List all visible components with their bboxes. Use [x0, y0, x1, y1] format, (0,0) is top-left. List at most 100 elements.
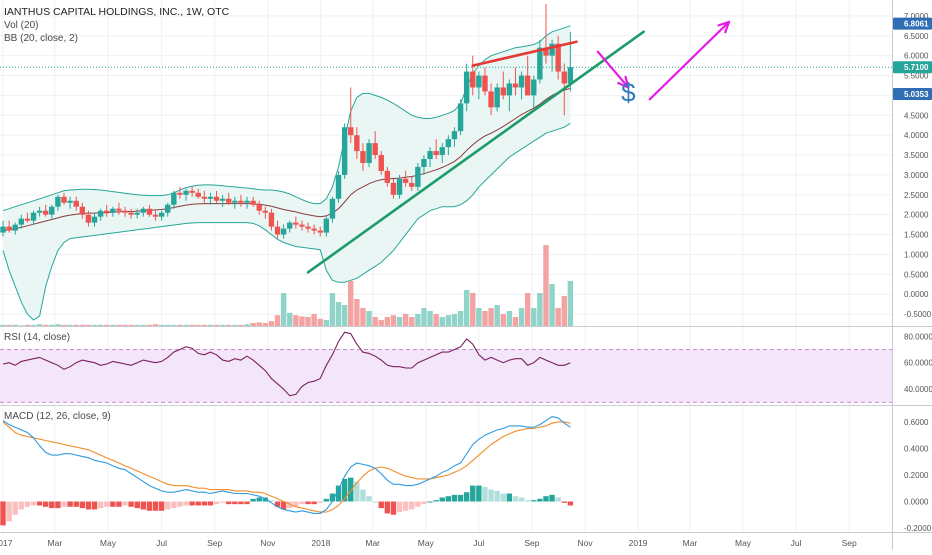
candle: [146, 204, 153, 217]
volume-bar: [421, 308, 427, 326]
candle: [348, 87, 354, 144]
price-tick-label: 1.5000: [904, 231, 929, 240]
candle-body: [140, 208, 147, 213]
macd-axis: 0.6000 0.4000 0.2000 0.0000 -0.2000: [904, 418, 932, 533]
macd-histogram-bar: [79, 501, 86, 509]
volume-bar: [49, 324, 55, 326]
volume-bar: [207, 324, 214, 326]
bollinger-basis-line: [2, 87, 571, 232]
candle-body: [256, 204, 262, 211]
candle-body: [311, 228, 317, 231]
macd-histogram-bar: [49, 501, 55, 509]
candle-body: [12, 224, 18, 231]
price-tick-label: 6.5000: [904, 32, 929, 41]
macd-histogram-bar: [378, 501, 384, 509]
macd-histogram-bar: [427, 501, 433, 503]
volume-bar: [91, 324, 98, 326]
volume-bar: [409, 317, 415, 326]
volume-bar: [262, 323, 269, 326]
macd-histogram-bar: [274, 501, 281, 507]
macd-histogram-bar: [396, 501, 403, 513]
candle: [189, 186, 195, 197]
candle-body: [445, 139, 452, 148]
candle-body: [506, 83, 513, 96]
candle-body: [433, 151, 439, 156]
candle-body: [30, 212, 37, 221]
candle: [531, 75, 537, 108]
price-tick-label: 1.0000: [904, 250, 929, 259]
candle: [104, 204, 110, 217]
macd-histogram-bar: [561, 501, 567, 503]
macd-histogram-bar: [360, 489, 366, 502]
volume-bar: [537, 293, 543, 326]
macd-histogram-bar: [280, 501, 287, 510]
candle-body: [567, 67, 574, 84]
candle: [360, 143, 366, 171]
volume-bar: [402, 314, 409, 326]
candle: [555, 35, 561, 80]
candle: [396, 174, 403, 199]
price-badge-label: 5.7100: [904, 63, 929, 72]
candle: [73, 196, 79, 211]
volume-bar: [500, 314, 506, 326]
volume-bar: [12, 324, 18, 326]
volume-bar: [555, 308, 561, 326]
price-tick-label: 7.0000: [904, 12, 929, 21]
macd-histogram-bar: [36, 501, 43, 506]
price-tick-label: 4.0000: [904, 131, 929, 140]
macd-histogram-bar: [299, 501, 305, 505]
pullback-arrow: [596, 50, 630, 89]
volume-bar: [140, 324, 147, 326]
macd-histogram-bar: [341, 478, 348, 502]
candle-body: [152, 214, 159, 217]
bollinger-lower-band: [2, 122, 571, 321]
volume-bar: [354, 299, 360, 326]
macd-histogram-bar: [402, 501, 409, 511]
time-tick-label: 2018: [311, 538, 330, 548]
candle: [445, 135, 452, 156]
volume-bar: [55, 324, 61, 326]
macd-histogram-bar: [73, 501, 79, 507]
candle-body: [91, 216, 98, 223]
candle-body: [543, 47, 549, 56]
macd-histogram-bar: [232, 501, 238, 505]
volume-bar: [171, 324, 177, 326]
macd-histogram-bar: [122, 501, 128, 506]
candle-body: [49, 206, 55, 215]
volume-bar: [348, 281, 354, 326]
candle: [390, 178, 397, 199]
candle: [244, 196, 250, 209]
candle: [61, 192, 67, 205]
candle: [335, 170, 342, 203]
volume-bar: [470, 293, 476, 326]
volume-bar: [463, 290, 470, 326]
candle-body: [335, 174, 342, 199]
candle-body: [36, 210, 43, 213]
volume-bar: [213, 324, 220, 326]
candle-body: [354, 135, 360, 152]
volume-bar: [274, 315, 281, 326]
candle-body: [439, 147, 445, 156]
volume-bar: [97, 324, 104, 326]
macd-histogram-bar: [567, 501, 574, 506]
candle-body: [43, 210, 49, 215]
macd-histogram-bar: [524, 500, 531, 502]
price-tick-label: -0.5000: [904, 310, 932, 319]
macd-histogram-bar: [18, 501, 25, 510]
volume-bar: [287, 312, 293, 326]
macd-histogram-bar: [317, 501, 323, 503]
candle-body: [213, 196, 220, 201]
macd-histogram-bar: [110, 501, 116, 507]
volume-bar: [0, 324, 6, 326]
volume-bar: [189, 324, 195, 326]
candle: [524, 55, 531, 96]
candle: [512, 67, 519, 96]
macd-histogram-bar: [531, 500, 537, 502]
macd-histogram-bar: [85, 501, 92, 510]
volume-bar: [512, 317, 519, 326]
price-badge-label: 5.0353: [904, 90, 929, 99]
volume-bar: [531, 308, 537, 326]
candle: [299, 220, 305, 231]
rsi-indicator-label: RSI (14, close): [4, 332, 71, 343]
